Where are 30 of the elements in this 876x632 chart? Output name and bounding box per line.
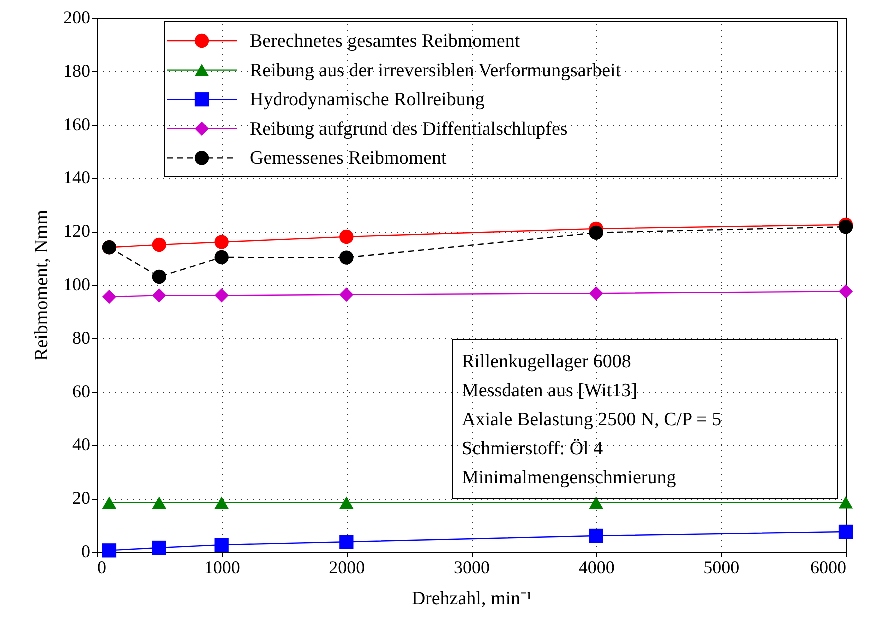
legend-label: Berechnetes gesamtes Reibmoment xyxy=(250,31,521,52)
legend-label: Reibung aus der irreversiblen Verformungsarbeit xyxy=(250,60,622,82)
legend-label: Reibung aufgrund des Diffentialschlupfes xyxy=(250,118,568,140)
y-tick-label: 200 xyxy=(64,8,90,28)
y-tick-label: 60 xyxy=(72,381,90,402)
x-axis-title: Drehzahl, min⁻¹ xyxy=(412,588,532,610)
x-tick-label: 2000 xyxy=(329,558,366,578)
annotation: Minimalmengenschmierung xyxy=(462,468,677,488)
x-tick-label: 5000 xyxy=(704,558,740,578)
y-tick-label: 100 xyxy=(64,274,90,294)
y-tick-label: 80 xyxy=(72,328,90,348)
y-tick-label: 140 xyxy=(64,168,90,188)
annotation: Messdaten aus [Wit13] xyxy=(462,380,638,402)
y-tick-label: 120 xyxy=(64,221,90,242)
y-tick-label: 180 xyxy=(64,60,90,81)
y-axis-title: Reibmoment, Nmm xyxy=(32,210,52,361)
x-tick-label: 4000 xyxy=(578,558,615,578)
annotation: Axiale Belastung 2500 N, C/P = 5 xyxy=(462,410,722,430)
x-tick-label: 1000 xyxy=(204,558,240,578)
x-tick-label: 6000 xyxy=(810,558,846,578)
x-tick-label: 0 xyxy=(98,558,106,578)
x-tick-label: 3000 xyxy=(454,558,490,578)
annotation: Rillenkugellager 6008 xyxy=(462,352,632,372)
legend-label: Gemessenes Reibmoment xyxy=(250,148,448,170)
annotation: Schmierstoff: Öl 4 xyxy=(462,438,604,460)
y-tick-label: 0 xyxy=(82,542,90,562)
y-tick-label: 20 xyxy=(72,488,90,508)
y-tick-label: 160 xyxy=(64,114,90,134)
y-tick-label: 40 xyxy=(72,434,90,455)
legend-label: Hydrodynamische Rollreibung xyxy=(250,90,486,111)
